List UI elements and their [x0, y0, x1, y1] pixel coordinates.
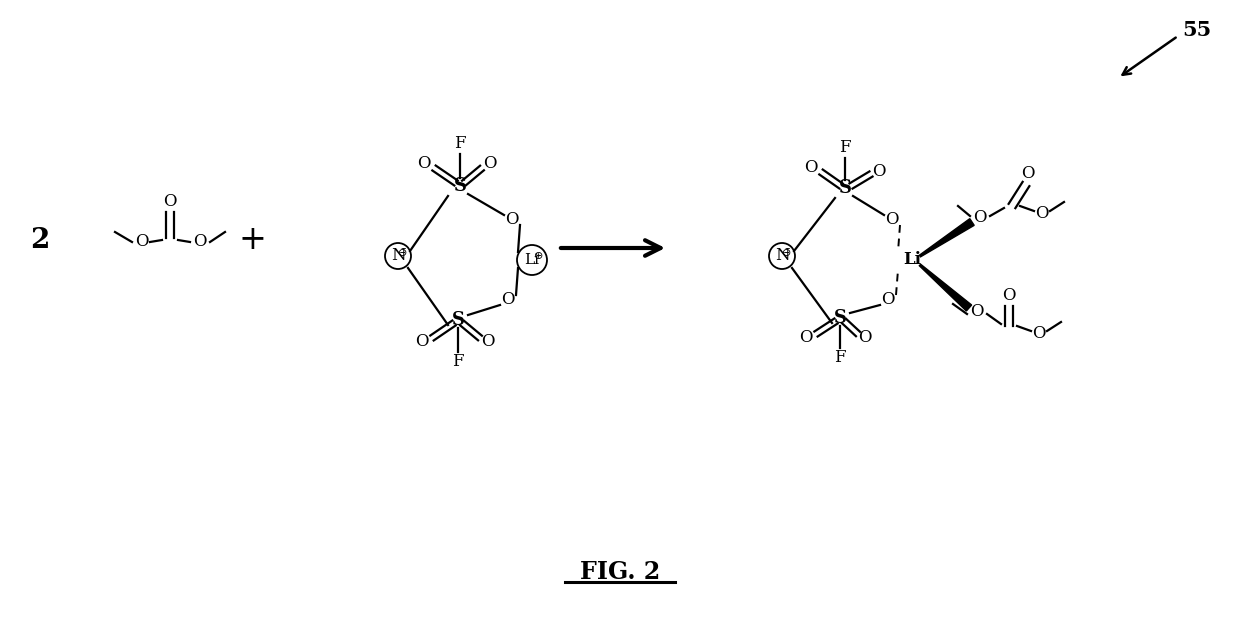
- Text: O: O: [417, 155, 430, 172]
- Polygon shape: [919, 264, 972, 311]
- Text: F: F: [453, 354, 464, 371]
- Text: O: O: [164, 194, 177, 211]
- Text: +: +: [238, 224, 265, 256]
- Text: O: O: [135, 233, 149, 251]
- Text: O: O: [415, 334, 429, 350]
- Text: ⊖: ⊖: [398, 248, 408, 258]
- Text: O: O: [193, 233, 207, 251]
- Text: O: O: [970, 303, 983, 320]
- Text: O: O: [872, 164, 885, 181]
- Text: S: S: [838, 179, 852, 197]
- Text: S: S: [833, 309, 847, 327]
- Text: N: N: [775, 248, 790, 265]
- Text: O: O: [484, 155, 497, 172]
- Text: O: O: [1022, 166, 1034, 182]
- Text: F: F: [839, 139, 851, 157]
- Text: S: S: [454, 177, 466, 195]
- Polygon shape: [919, 219, 975, 257]
- Text: O: O: [800, 330, 812, 347]
- Text: S: S: [451, 311, 465, 329]
- Text: F: F: [454, 135, 466, 152]
- Text: N: N: [391, 248, 405, 265]
- Text: O: O: [481, 334, 495, 350]
- Text: O: O: [858, 330, 872, 347]
- Text: O: O: [505, 211, 518, 228]
- Text: Li: Li: [903, 251, 921, 268]
- Text: O: O: [882, 292, 895, 308]
- Text: O: O: [805, 159, 817, 176]
- Text: F: F: [835, 349, 846, 367]
- Text: O: O: [973, 209, 987, 226]
- Text: 2: 2: [30, 226, 50, 253]
- Text: ⊕: ⊕: [534, 251, 543, 261]
- Text: O: O: [1002, 288, 1016, 305]
- Text: FIG. 2: FIG. 2: [580, 560, 660, 584]
- Text: O: O: [1035, 206, 1049, 223]
- Text: ⊖: ⊖: [782, 248, 791, 258]
- Text: O: O: [501, 292, 515, 308]
- Text: O: O: [885, 211, 899, 228]
- Text: Li: Li: [525, 253, 539, 267]
- Text: O: O: [1032, 325, 1045, 342]
- Text: 55: 55: [1182, 20, 1211, 40]
